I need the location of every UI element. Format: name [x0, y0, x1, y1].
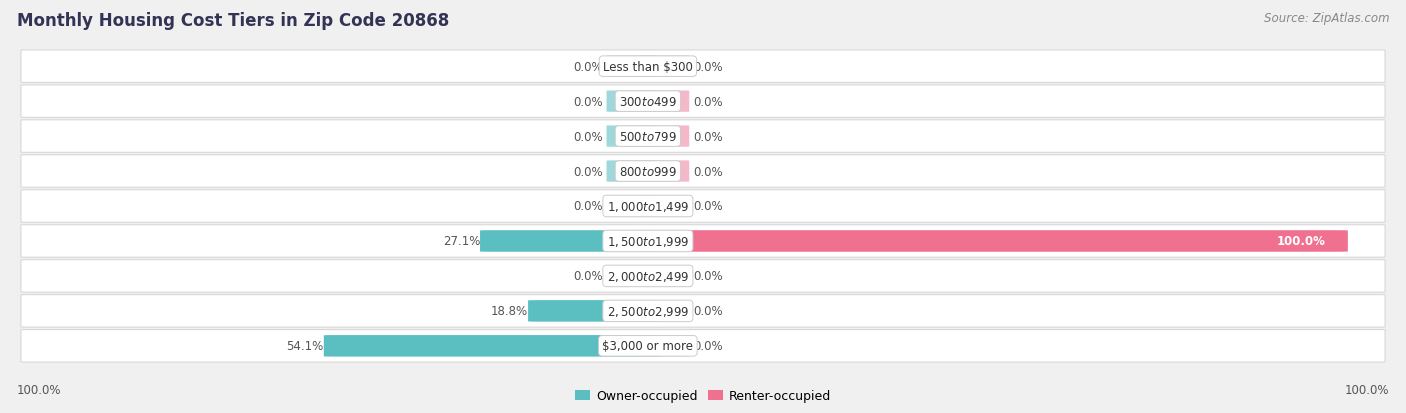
FancyBboxPatch shape	[641, 161, 689, 182]
Text: 0.0%: 0.0%	[572, 95, 602, 108]
Text: $1,500 to $1,999: $1,500 to $1,999	[606, 235, 689, 248]
Text: 0.0%: 0.0%	[693, 200, 723, 213]
FancyBboxPatch shape	[606, 56, 655, 78]
Text: 0.0%: 0.0%	[693, 130, 723, 143]
Text: 0.0%: 0.0%	[693, 165, 723, 178]
Text: 0.0%: 0.0%	[572, 130, 602, 143]
Text: $500 to $799: $500 to $799	[619, 130, 676, 143]
Text: 100.0%: 100.0%	[1277, 235, 1326, 248]
Text: $1,000 to $1,499: $1,000 to $1,499	[606, 199, 689, 214]
Text: Source: ZipAtlas.com: Source: ZipAtlas.com	[1264, 12, 1389, 25]
Text: 0.0%: 0.0%	[693, 95, 723, 108]
FancyBboxPatch shape	[606, 196, 655, 217]
Text: 0.0%: 0.0%	[693, 270, 723, 283]
Text: 0.0%: 0.0%	[693, 61, 723, 74]
Text: 0.0%: 0.0%	[693, 305, 723, 318]
FancyBboxPatch shape	[606, 161, 655, 182]
FancyBboxPatch shape	[641, 126, 689, 147]
FancyBboxPatch shape	[21, 155, 1385, 188]
FancyBboxPatch shape	[641, 56, 689, 78]
Legend: Owner-occupied, Renter-occupied: Owner-occupied, Renter-occupied	[569, 385, 837, 408]
Text: $800 to $999: $800 to $999	[619, 165, 676, 178]
FancyBboxPatch shape	[21, 85, 1385, 118]
FancyBboxPatch shape	[21, 225, 1385, 258]
Text: $2,000 to $2,499: $2,000 to $2,499	[606, 269, 689, 283]
Text: $300 to $499: $300 to $499	[619, 95, 676, 108]
FancyBboxPatch shape	[641, 91, 689, 112]
FancyBboxPatch shape	[637, 230, 1348, 252]
FancyBboxPatch shape	[606, 266, 655, 287]
Text: 0.0%: 0.0%	[572, 165, 602, 178]
FancyBboxPatch shape	[606, 91, 655, 112]
FancyBboxPatch shape	[641, 266, 689, 287]
Text: Monthly Housing Cost Tiers in Zip Code 20868: Monthly Housing Cost Tiers in Zip Code 2…	[17, 12, 449, 30]
Text: 0.0%: 0.0%	[572, 200, 602, 213]
FancyBboxPatch shape	[606, 126, 655, 147]
Text: 0.0%: 0.0%	[572, 270, 602, 283]
FancyBboxPatch shape	[21, 190, 1385, 223]
Text: 0.0%: 0.0%	[572, 61, 602, 74]
FancyBboxPatch shape	[21, 260, 1385, 292]
FancyBboxPatch shape	[21, 295, 1385, 328]
FancyBboxPatch shape	[323, 335, 659, 357]
Text: Less than $300: Less than $300	[603, 61, 693, 74]
FancyBboxPatch shape	[21, 121, 1385, 153]
FancyBboxPatch shape	[641, 301, 689, 322]
Text: $3,000 or more: $3,000 or more	[602, 339, 693, 352]
FancyBboxPatch shape	[21, 330, 1385, 362]
Text: 27.1%: 27.1%	[443, 235, 479, 248]
FancyBboxPatch shape	[529, 300, 659, 322]
Text: 0.0%: 0.0%	[693, 339, 723, 352]
Text: 100.0%: 100.0%	[17, 384, 62, 396]
FancyBboxPatch shape	[479, 230, 659, 252]
Text: 54.1%: 54.1%	[287, 339, 323, 352]
Text: 100.0%: 100.0%	[1344, 384, 1389, 396]
Text: 18.8%: 18.8%	[491, 305, 529, 318]
FancyBboxPatch shape	[641, 335, 689, 357]
Text: $2,500 to $2,999: $2,500 to $2,999	[606, 304, 689, 318]
FancyBboxPatch shape	[21, 51, 1385, 83]
FancyBboxPatch shape	[641, 196, 689, 217]
